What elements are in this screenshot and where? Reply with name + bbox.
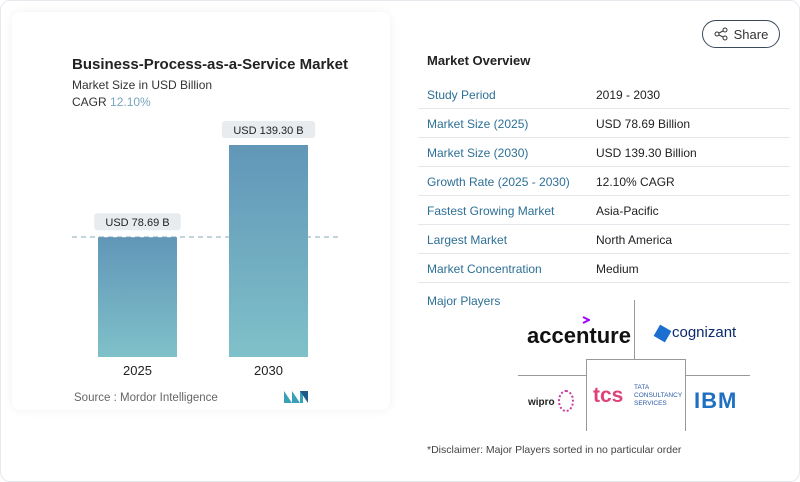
overview-row: Market Size (2030) USD 139.30 Billion	[418, 138, 790, 167]
svg-text:tcs: tcs	[593, 384, 623, 406]
source: Source : Mordor Intelligence	[74, 392, 218, 404]
cognizant-logo: cognizant	[653, 324, 736, 342]
data-label-bg	[94, 213, 181, 231]
row-value: 2019 - 2030	[596, 88, 661, 102]
row-value: USD 139.30 Billion	[596, 146, 697, 160]
bar-2030	[229, 145, 308, 357]
accenture-logo: accenture	[527, 323, 631, 348]
cagr-value: 12.10%	[110, 95, 151, 109]
row-value: Medium	[596, 262, 639, 276]
overview-row: Growth Rate (2025 - 2030) 12.10% CAGR	[418, 167, 790, 196]
row-value: USD 78.69 Billion	[596, 117, 691, 131]
cognizant-icon	[653, 324, 672, 342]
major-players-label: Major Players	[427, 294, 501, 308]
data-label: USD 78.69 B	[105, 217, 169, 229]
divider	[518, 375, 586, 376]
row-value: Asia-Pacific	[596, 204, 659, 218]
row-label: Market Concentration	[427, 262, 542, 276]
data-label: USD 139.30 B	[233, 125, 303, 137]
row-label: Largest Market	[427, 233, 508, 247]
overview-row: Largest Market North America	[418, 225, 790, 254]
tcs-box	[586, 359, 686, 431]
share-label: Share	[733, 26, 769, 42]
bar-chart: USD 78.69 B 2025 USD 139.30 B 2030	[72, 121, 338, 378]
x-tick-label: 2030	[254, 363, 283, 378]
disclaimer: *Disclaimer: Major Players sorted in no …	[427, 444, 682, 456]
overview-row: Market Size (2025) USD 78.69 Billion	[418, 109, 790, 138]
mordor-logo	[284, 391, 308, 403]
chart-card	[12, 12, 390, 410]
wipro-dots-icon	[558, 390, 574, 412]
share-button[interactable]: Share	[702, 20, 780, 48]
tcs-logo: tcs	[593, 384, 623, 406]
bar-2025	[98, 237, 177, 357]
row-value: North America	[596, 233, 673, 247]
row-label: Market Size (2025)	[427, 117, 529, 131]
accenture-chevron-icon	[582, 316, 590, 324]
overview-row: Market Concentration Medium	[418, 254, 790, 283]
row-label: Study Period	[427, 88, 496, 102]
row-label: Market Size (2030)	[427, 146, 529, 160]
data-label-bg	[221, 121, 316, 138]
divider	[634, 300, 635, 360]
divider	[685, 375, 750, 376]
share-icon	[714, 27, 728, 41]
wipro-logo: wipro	[528, 397, 555, 408]
row-label: Growth Rate (2025 - 2030)	[427, 175, 570, 189]
row-value: 12.10% CAGR	[596, 175, 675, 189]
cagr: CAGR 12.10%	[72, 95, 151, 109]
x-tick-label: 2025	[123, 363, 152, 378]
chart-title: Business-Process-as-a-Service Market	[72, 56, 348, 73]
overview-row: Study Period 2019 - 2030	[418, 80, 790, 109]
chart-subtitle: Market Size in USD Billion	[72, 78, 213, 92]
ibm-logo: IBM	[694, 388, 738, 413]
overview-title: Market Overview	[427, 53, 531, 68]
cagr-label: CAGR	[72, 95, 107, 109]
tcs-text: TATA CONSULTANCY SERVICES	[634, 384, 683, 407]
row-label: Fastest Growing Market	[427, 204, 555, 218]
overview-row: Fastest Growing Market Asia-Pacific	[418, 196, 790, 225]
